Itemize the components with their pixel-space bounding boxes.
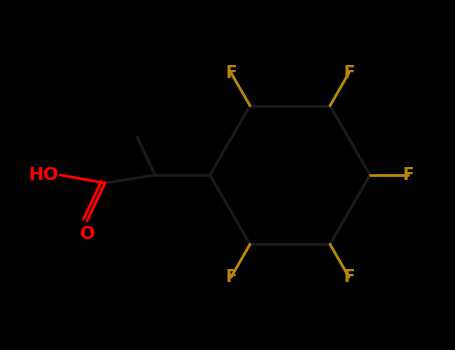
Text: F: F bbox=[225, 268, 237, 286]
Text: F: F bbox=[225, 64, 237, 82]
Text: HO: HO bbox=[29, 166, 59, 184]
Text: F: F bbox=[402, 166, 414, 184]
Text: O: O bbox=[79, 225, 95, 243]
Text: F: F bbox=[344, 64, 355, 82]
Text: F: F bbox=[344, 268, 355, 286]
